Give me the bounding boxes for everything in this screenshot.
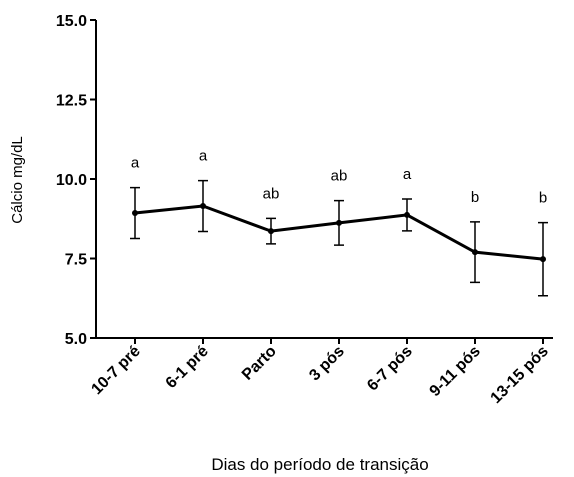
x-axis-label: Dias do período de transição bbox=[211, 455, 428, 474]
data-point bbox=[268, 228, 274, 235]
data-point bbox=[200, 203, 206, 210]
annotation: ab bbox=[331, 168, 348, 185]
y-tick-label: 15.0 bbox=[56, 13, 87, 30]
data-point bbox=[540, 256, 546, 263]
annotation: a bbox=[131, 155, 140, 172]
annotation: a bbox=[403, 166, 412, 183]
data-point bbox=[336, 219, 342, 226]
y-tick-label: 7.5 bbox=[65, 252, 87, 269]
x-tick-label: 6-1 pré bbox=[163, 343, 212, 392]
x-tick-label: Parto bbox=[239, 343, 280, 384]
annotation: ab bbox=[263, 185, 280, 202]
data-point bbox=[404, 211, 410, 218]
y-axis-label: Cálcio mg/dL bbox=[9, 136, 26, 224]
x-tick-label: 13-15 pós bbox=[488, 343, 552, 407]
x-tick-label: 9-11 pós bbox=[427, 343, 484, 400]
x-tick-label: 10-7 pré bbox=[88, 343, 143, 398]
data-point bbox=[472, 249, 478, 256]
x-tick-label: 6-7 pós bbox=[364, 343, 416, 395]
x-tick-label: 3 pós bbox=[306, 343, 348, 385]
data-point bbox=[132, 210, 138, 217]
annotation: b bbox=[539, 190, 547, 207]
y-tick-label: 10.0 bbox=[56, 172, 87, 189]
annotation: a bbox=[199, 148, 208, 165]
y-tick-label: 5.0 bbox=[65, 331, 87, 348]
annotation: b bbox=[471, 189, 479, 206]
y-tick-label: 12.5 bbox=[56, 93, 87, 110]
